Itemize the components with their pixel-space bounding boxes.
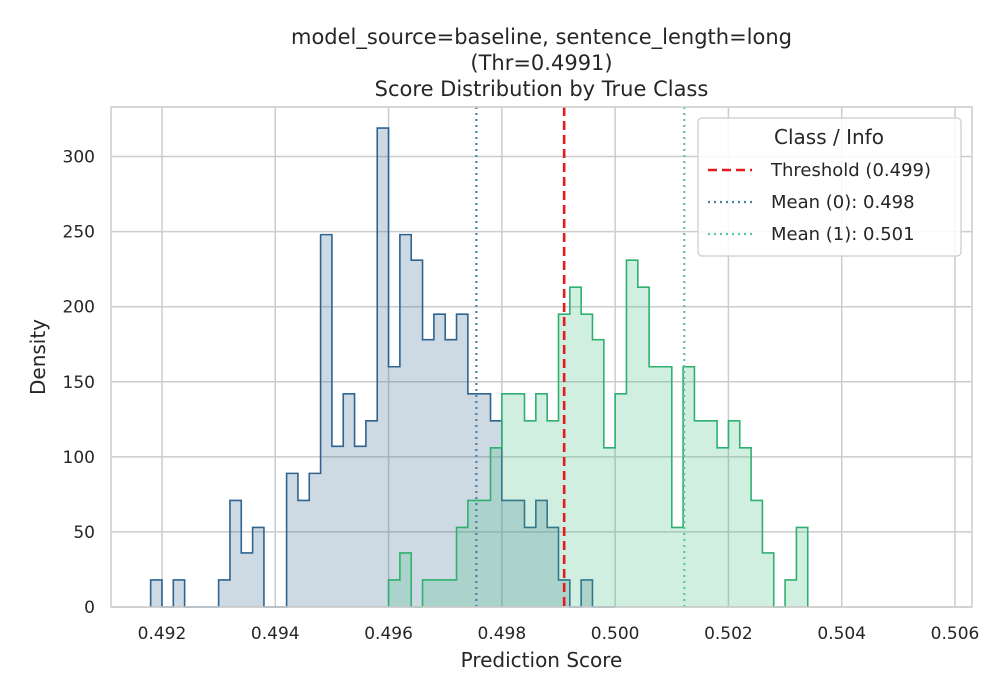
y-tick-label: 300	[63, 148, 95, 168]
series-layer	[149, 127, 809, 608]
y-tick-label: 100	[63, 448, 95, 468]
x-tick-label: 0.504	[817, 624, 866, 644]
plot-frame	[110, 106, 973, 608]
x-tick-label: 0.496	[364, 624, 413, 644]
x-axis-label: Prediction Score	[461, 648, 623, 672]
histogram-outline-class-1	[387, 259, 809, 608]
x-tick-label: 0.500	[591, 624, 640, 644]
x-tick-label: 0.502	[704, 624, 753, 644]
x-tick-label: 0.492	[138, 624, 187, 644]
legend-mean-class0-label: Mean (0): 0.498	[771, 192, 915, 213]
x-tick-label: 0.494	[251, 624, 300, 644]
histogram-fill-class-0	[150, 128, 616, 607]
y-tick-label: 150	[63, 373, 95, 393]
ticks-layer: 0.492 0.494 0.496 0.498 0.500 0.502 0.504 0.506…	[63, 148, 980, 644]
legend-box	[697, 117, 962, 257]
y-tick-label: 200	[63, 298, 95, 318]
y-tick-label: 0	[84, 598, 95, 618]
chart-title-line-2: (Thr=0.4991)	[470, 51, 612, 75]
legend-threshold-label: Threshold (0.499)	[770, 160, 931, 181]
chart-title-line-1: model_source=baseline, sentence_length=l…	[291, 25, 792, 50]
y-tick-label: 50	[73, 523, 95, 543]
legend-mean-class1-label: Mean (1): 0.501	[771, 224, 915, 245]
chart-title-line-3: Score Distribution by True Class	[375, 77, 709, 101]
y-tick-label: 250	[63, 223, 95, 243]
histogram-fill-class-1	[388, 260, 808, 607]
legend-title: Class / Info	[774, 125, 884, 149]
x-tick-label: 0.506	[931, 624, 980, 644]
histogram-outline-class-0	[149, 127, 616, 608]
y-axis-label: Density	[26, 319, 50, 395]
legend: Class / Info Threshold (0.499) Mean (0):…	[697, 117, 962, 257]
x-tick-label: 0.498	[478, 624, 527, 644]
